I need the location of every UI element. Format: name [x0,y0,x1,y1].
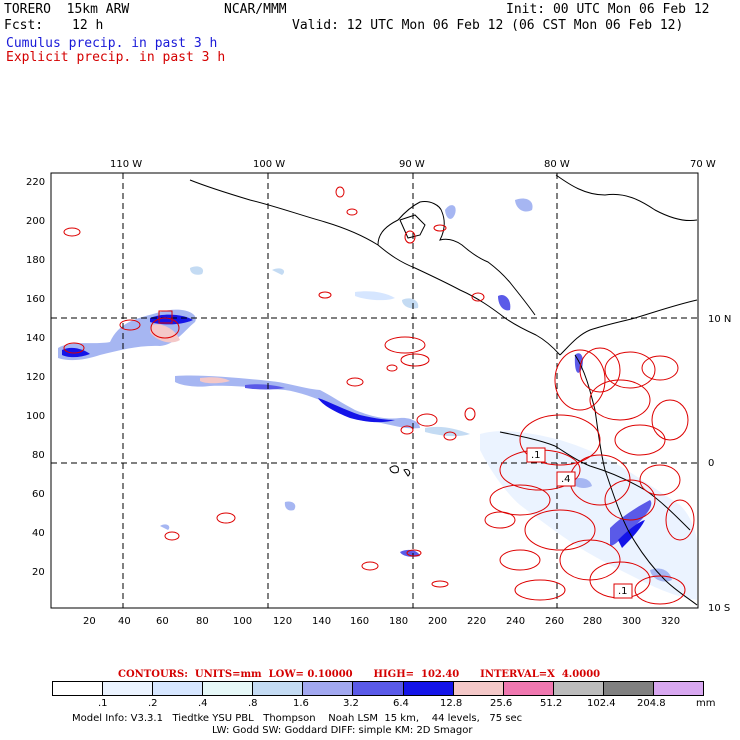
colorbar-label: 204.8 [637,698,666,709]
colorbar-label: 12.8 [440,698,463,709]
contour-value-boxes [526,447,633,599]
model-title: TORERO 15km ARW [4,2,130,17]
y-tick: 80 [32,450,45,461]
x-tick: 240 [506,616,526,627]
y-tick: 140 [26,333,46,344]
lat-label-0: 0 [708,458,715,469]
colorbar-swatch [153,682,204,695]
colorbar-swatch [303,682,354,695]
forecast-label: Fcst: [4,18,44,33]
colorbar-swatch [653,682,704,695]
x-tick: 200 [428,616,448,627]
y-tick: 200 [26,216,46,227]
colorbar-swatch [253,682,304,695]
x-tick: 20 [83,616,96,627]
colorbar-swatch [553,682,604,695]
colorbar-swatch [403,682,454,695]
colorbar-label: 102.4 [587,698,616,709]
x-tick: 100 [233,616,253,627]
colorbar-swatch [353,682,404,695]
colorbar-label: .8 [248,698,258,709]
colorbar-swatch [103,682,154,695]
colorbar-label: 3.2 [343,698,359,709]
lat-label-10s: 10 S [708,603,731,614]
colorbar-swatch [453,682,504,695]
lon-label-100w: 100 W [253,159,286,170]
x-tick: 120 [273,616,293,627]
y-tick: 60 [32,489,45,500]
contours-info: CONTOURS: UNITS=mm LOW= 0.10000 HIGH= 10… [118,669,601,680]
y-tick: 120 [26,372,46,383]
lon-label-90w: 90 W [399,159,425,170]
x-tick: 160 [350,616,370,627]
x-tick: 320 [661,616,681,627]
colorbar-label: 51.2 [540,698,563,709]
colorbar-label: 25.6 [490,698,513,709]
colorbar-swatch [503,682,554,695]
box-label: .1 [531,450,541,461]
lon-label-70w: 70 W [690,159,716,170]
y-tick: 180 [26,255,46,266]
model-info-line2: LW: Godd SW: Goddard DIFF: simple KM: 2D… [212,725,473,736]
field-cumulus-label: Cumulus precip. in past 3 h [6,36,218,51]
init-time: Init: 00 UTC Mon 06 Feb 12 [506,2,710,17]
lat-label-10n: 10 N [708,314,732,325]
x-tick: 260 [545,616,565,627]
colorbar-unit: mm [696,698,716,709]
lon-label-110w: 110 W [110,159,143,170]
colorbar [52,681,704,696]
x-tick: 80 [196,616,209,627]
box-label: .4 [561,474,571,485]
y-tick: 100 [26,411,46,422]
y-tick: 220 [26,177,46,188]
coastlines [189,174,698,606]
x-tick: 300 [622,616,642,627]
model-info-line1: Model Info: V3.3.1 Tiedtke YSU PBL Thomp… [72,713,523,724]
colorbar-label: .1 [98,698,108,709]
colorbar-swatch [203,682,254,695]
valid-time: Valid: 12 UTC Mon 06 Feb 12 (06 CST Mon … [292,18,684,33]
graticule [51,173,698,608]
box-label: .1 [618,586,628,597]
colorbar-swatch [603,682,654,695]
y-tick: 20 [32,567,45,578]
y-tick: 160 [26,294,46,305]
x-tick: 40 [118,616,131,627]
lon-label-80w: 80 W [544,159,570,170]
org-label: NCAR/MMM [224,2,287,17]
explicit-precip-contours [63,186,695,605]
forecast-hours: 12 h [72,18,104,33]
colorbar-label: .2 [148,698,158,709]
colorbar-label: 1.6 [293,698,309,709]
x-tick: 220 [467,616,487,627]
x-tick: 60 [156,616,169,627]
colorbar-swatch [53,682,104,695]
x-tick: 180 [389,616,409,627]
colorbar-label: .4 [198,698,208,709]
x-tick: 280 [583,616,603,627]
colorbar-label: 6.4 [393,698,409,709]
y-tick: 40 [32,528,45,539]
field-explicit-label: Explicit precip. in past 3 h [6,50,226,65]
x-tick: 140 [312,616,332,627]
